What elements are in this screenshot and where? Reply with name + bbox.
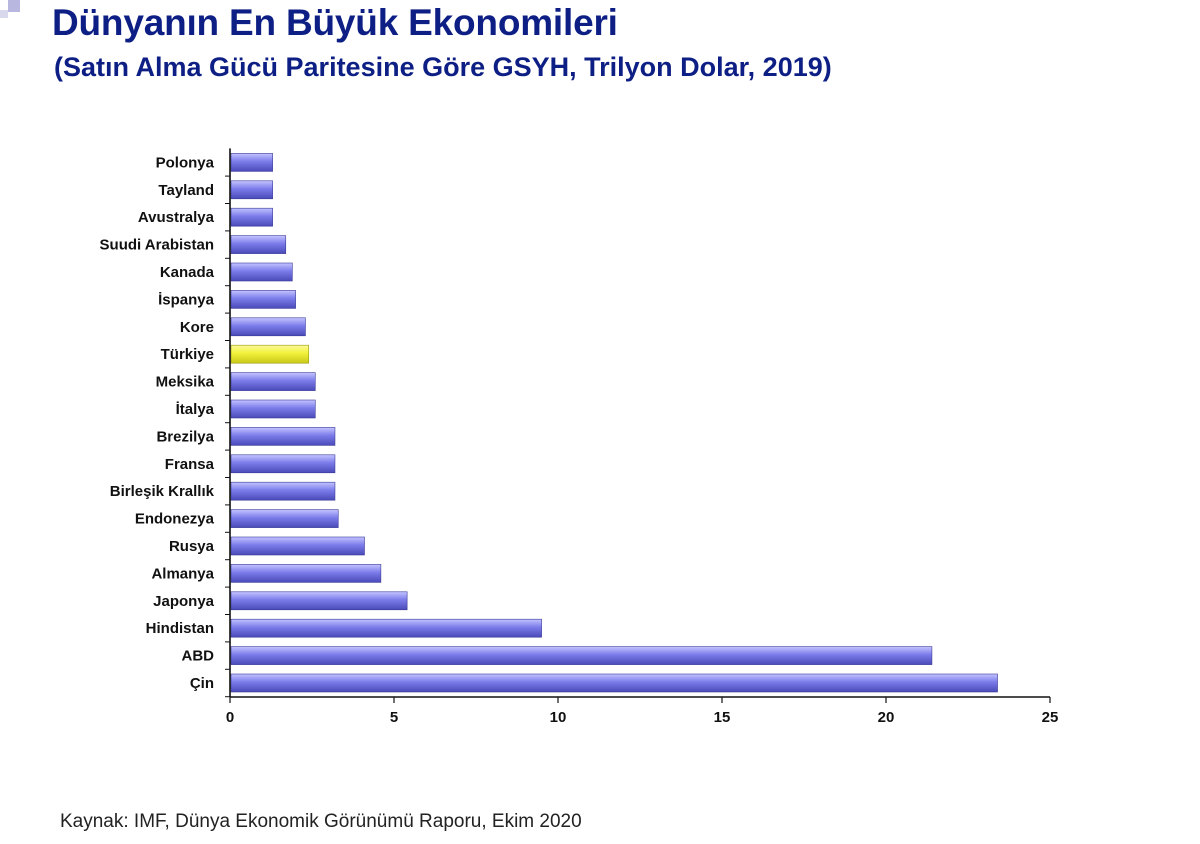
bar-meksika: [230, 372, 316, 391]
bar-çin: [230, 673, 998, 693]
category-label: Japonya: [153, 593, 215, 610]
corner-square-small: [0, 10, 8, 18]
bar-avustralya: [230, 207, 273, 227]
category-label: ABD: [182, 648, 215, 665]
bar-japonya: [230, 591, 408, 611]
corner-decoration: [0, 0, 26, 20]
bar-tayland: [230, 180, 273, 200]
x-tick-label: 5: [390, 709, 398, 726]
category-label: Fransa: [165, 456, 215, 473]
x-tick-label: 0: [226, 709, 234, 726]
bar-endonezya: [230, 509, 339, 528]
category-label: Birleşik Krallık: [110, 483, 215, 500]
bar-abd: [230, 646, 933, 665]
bar-polonya: [230, 153, 273, 172]
category-label: Rusya: [169, 538, 215, 555]
category-label: İspanya: [158, 291, 215, 308]
bar-brezilya: [230, 427, 336, 446]
bar-türkiye: [230, 344, 310, 364]
source-note: Kaynak: IMF, Dünya Ekonomik Görünümü Rap…: [60, 811, 582, 832]
bar-fransa: [230, 454, 336, 474]
x-tick-label: 25: [1042, 709, 1059, 726]
bars-layer: [230, 153, 998, 693]
x-tick-label: 15: [714, 709, 731, 726]
category-label: Kore: [180, 319, 214, 336]
page-subtitle: (Satın Alma Gücü Paritesine Göre GSYH, T…: [54, 52, 832, 82]
bar-kore: [230, 317, 306, 337]
category-label: Kanada: [160, 264, 215, 281]
bar-suudi-arabistan: [230, 235, 287, 254]
bar-birleşik-krallık: [230, 481, 336, 501]
category-labels: Çin ABD Hindistan Japonya Almanya Rusya Endone…: [100, 154, 215, 692]
bar-i̇spanya: [230, 290, 296, 309]
category-label: Avustralya: [138, 209, 215, 226]
page-title: Dünyanın En Büyük Ekonomileri: [52, 2, 618, 43]
category-label: Brezilya: [156, 428, 214, 445]
category-label: Çin: [190, 675, 214, 692]
x-tick-label: 20: [878, 709, 895, 726]
category-label: Endonezya: [135, 511, 215, 528]
category-label: Suudi Arabistan: [100, 237, 214, 254]
corner-square-large: [8, 0, 20, 12]
bar-kanada: [230, 262, 293, 282]
x-axis: 0 5 10 15 20 25: [225, 148, 1058, 726]
category-label: Tayland: [158, 182, 214, 199]
bar-rusya: [230, 536, 365, 556]
bar-chart: Çin ABD Hindistan Japonya Almanya Rusya Endone…: [100, 148, 1058, 726]
category-label: İtalya: [176, 401, 215, 418]
bar-i̇talya: [230, 399, 316, 419]
category-label: Polonya: [156, 154, 215, 171]
category-label: Hindistan: [146, 620, 214, 637]
x-tick-label: 10: [550, 709, 567, 726]
bar-almanya: [230, 564, 382, 583]
category-label: Meksika: [156, 374, 215, 391]
category-label: Almanya: [151, 565, 214, 582]
bar-hindistan: [230, 618, 542, 638]
category-label: Türkiye: [161, 346, 214, 363]
